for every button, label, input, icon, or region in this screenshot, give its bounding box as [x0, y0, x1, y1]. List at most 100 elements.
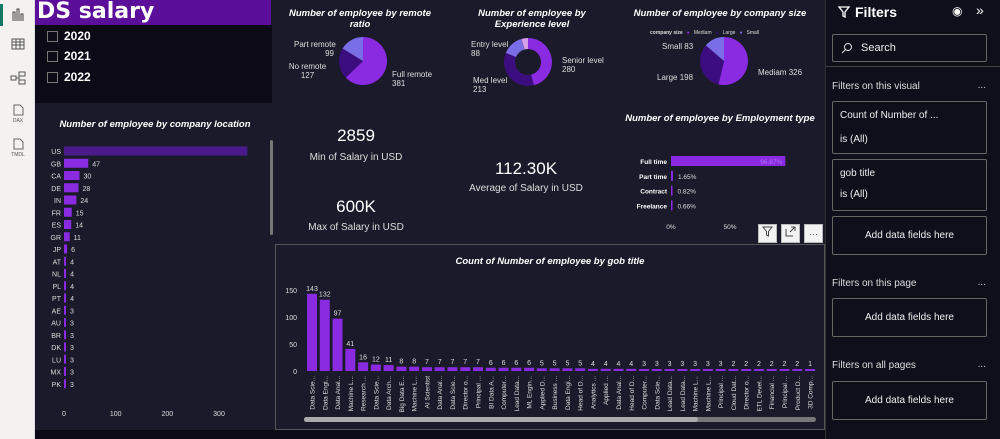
job-data-label: 6	[527, 360, 531, 367]
job-title-bar	[626, 368, 637, 371]
location-category-label: AT	[53, 259, 62, 266]
location-category-label: CA	[51, 174, 61, 181]
location-category-label: AE	[52, 308, 62, 315]
job-title-visual-frame[interactable]	[275, 244, 825, 430]
table-view-icon[interactable]	[8, 36, 28, 56]
location-chart-scrollbar[interactable]	[270, 140, 273, 235]
checkbox[interactable]	[47, 50, 58, 62]
location-category-label: JP	[53, 247, 62, 254]
location-bar	[64, 281, 67, 291]
location-bar	[64, 158, 89, 168]
add-all-pages-filter-field[interactable]: Add data fields here	[832, 381, 987, 420]
location-data-label: 3	[70, 333, 74, 340]
job-title-bar	[766, 369, 777, 371]
collapse-pane-icon[interactable]: »	[976, 2, 984, 18]
legend-item[interactable]: Large	[722, 30, 736, 36]
employment-bar	[671, 170, 673, 181]
employment-category-label: Part time	[639, 174, 667, 181]
slicer-item-2021[interactable]: 2021	[47, 49, 91, 63]
tmdl-label: TMDL	[11, 152, 25, 158]
location-data-label: 14	[75, 223, 83, 230]
job-data-label: 4	[604, 361, 608, 368]
location-category-label: PL	[52, 284, 61, 291]
location-category-label: US	[51, 149, 61, 156]
checkbox[interactable]	[47, 71, 58, 83]
job-title-bar	[383, 365, 394, 371]
add-visual-filter-field[interactable]: Add data fields here	[832, 216, 987, 255]
slicer-item-2020[interactable]: 2020	[47, 29, 91, 43]
visual-filters-more-button[interactable]: ...	[977, 80, 986, 91]
job-title-bar	[753, 369, 764, 371]
location-bar	[64, 330, 66, 340]
job-data-label: 3	[655, 361, 659, 368]
page-filters-more-button[interactable]: ...	[977, 277, 986, 288]
filter-icon[interactable]	[758, 224, 777, 243]
job-data-label: 11	[385, 357, 392, 364]
pie-label: Small 83	[662, 42, 694, 51]
pie-label: Part remote 99	[294, 40, 336, 58]
y-tick-label: 50	[289, 342, 297, 349]
location-data-label: 4	[70, 272, 74, 279]
pie-label: Mediam 326	[758, 68, 803, 77]
employment-bar-chart[interactable]: Full time 96.87% Part time 1.65% Contract 0.8…	[600, 150, 820, 235]
job-data-label: 5	[540, 360, 544, 367]
more-options-icon[interactable]: ···	[804, 224, 823, 243]
job-chart-scroll-thumb[interactable]	[304, 417, 699, 422]
job-data-label: 4	[617, 361, 621, 368]
job-data-label: 2	[770, 361, 774, 368]
job-data-label: 5	[553, 360, 557, 367]
location-bar	[64, 171, 80, 180]
filters-search-input[interactable]: Search	[832, 34, 987, 62]
job-data-label: 5	[578, 360, 582, 367]
report-view-icon[interactable]	[8, 6, 28, 26]
filters-page-header: Filters on this page	[832, 278, 917, 289]
legend-item[interactable]: Mediam	[693, 30, 712, 36]
job-category-label: Data Scie...	[450, 376, 457, 410]
filter-card-gob-title[interactable]: gob title is (All)	[832, 159, 987, 211]
focus-mode-icon[interactable]	[781, 224, 800, 243]
job-data-label: 7	[463, 359, 467, 366]
location-category-label: FR	[52, 210, 61, 217]
job-title-bar	[639, 369, 650, 371]
filters-header: Filters	[838, 4, 897, 20]
filters-title: Filters	[855, 4, 898, 20]
tmdl-view-icon[interactable]: TMDL	[8, 138, 28, 158]
model-view-icon[interactable]	[8, 70, 28, 90]
location-data-label: 28	[82, 186, 90, 193]
job-category-label: Research ...	[361, 376, 368, 411]
pie-slice	[718, 37, 748, 85]
search-placeholder: Search	[861, 42, 896, 54]
all-pages-filters-more-button[interactable]: ...	[977, 359, 986, 370]
employment-data-label: 96.87%	[760, 159, 782, 166]
legend-item[interactable]: Small	[746, 30, 759, 36]
slicer-item-2022[interactable]: 2022	[47, 70, 91, 84]
legend-dot-icon: ●	[739, 30, 743, 36]
job-chart-scroll-track[interactable]	[304, 417, 816, 422]
x-tick-label: 0%	[666, 224, 676, 231]
job-title-chart-title: Count of Number of employee by gob title	[455, 256, 645, 267]
legend-dot-icon: ●	[686, 30, 690, 36]
job-category-label: Principal ...	[718, 376, 725, 408]
location-data-label: 3	[70, 382, 74, 389]
location-category-label: GB	[51, 161, 61, 168]
job-title-bar	[728, 369, 739, 371]
location-bar	[64, 293, 67, 303]
eye-icon[interactable]: ◉	[952, 4, 963, 18]
checkbox[interactable]	[47, 30, 58, 42]
job-data-label: 4	[591, 361, 595, 368]
job-title-bar	[396, 366, 407, 371]
location-bar	[64, 195, 77, 205]
job-data-label: 16	[359, 354, 367, 361]
job-title-bar	[587, 368, 598, 371]
job-title-bar	[485, 367, 496, 371]
slicer-label: 2022	[64, 70, 91, 84]
legend-title: company size	[650, 30, 683, 36]
filter-card-count[interactable]: Count of Number of ... is (All)	[832, 101, 987, 154]
job-title-bar	[792, 369, 803, 371]
add-page-filter-field[interactable]: Add data fields here	[832, 298, 987, 337]
dax-query-icon[interactable]: DAX	[8, 104, 28, 124]
job-category-label: Machine L...	[348, 376, 355, 412]
job-title-bar	[600, 368, 611, 371]
